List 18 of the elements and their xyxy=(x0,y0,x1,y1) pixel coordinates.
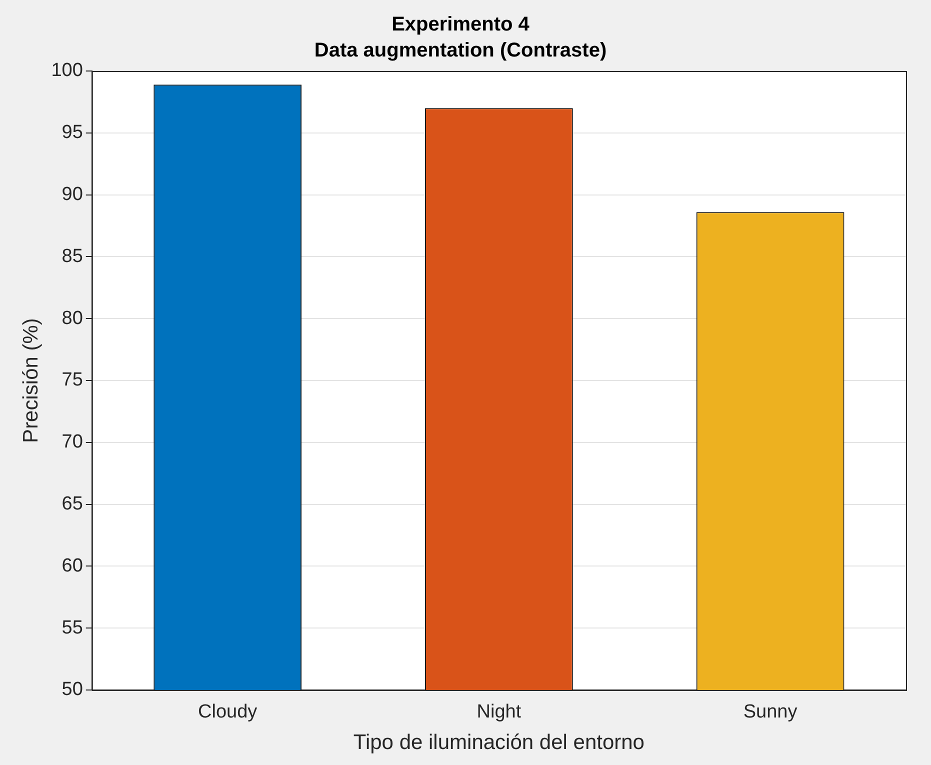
x-axis-title: Tipo de iluminación del entorno xyxy=(353,731,644,754)
y-tick-label: 70 xyxy=(62,432,83,453)
y-tick-label: 100 xyxy=(51,60,83,82)
y-tick-label: 90 xyxy=(62,184,83,206)
y-tick-label: 80 xyxy=(62,308,83,329)
chart-title: Experimento 4 xyxy=(392,14,530,36)
y-tick-label: 50 xyxy=(62,679,83,700)
y-tick-label: 65 xyxy=(62,494,83,515)
y-tick-label: 85 xyxy=(62,246,83,267)
x-tick-label: Night xyxy=(476,702,522,723)
y-tick-label: 55 xyxy=(62,617,83,638)
y-tick-label: 60 xyxy=(62,555,83,576)
chart-subtitle: Data augmentation (Contraste) xyxy=(314,40,607,62)
y-tick-label: 75 xyxy=(62,370,83,391)
x-tick-label: Cloudy xyxy=(198,702,258,723)
y-tick-label: 95 xyxy=(62,122,83,144)
x-tick-label: Sunny xyxy=(743,702,798,723)
y-axis-title: Precisión (%) xyxy=(19,318,42,443)
